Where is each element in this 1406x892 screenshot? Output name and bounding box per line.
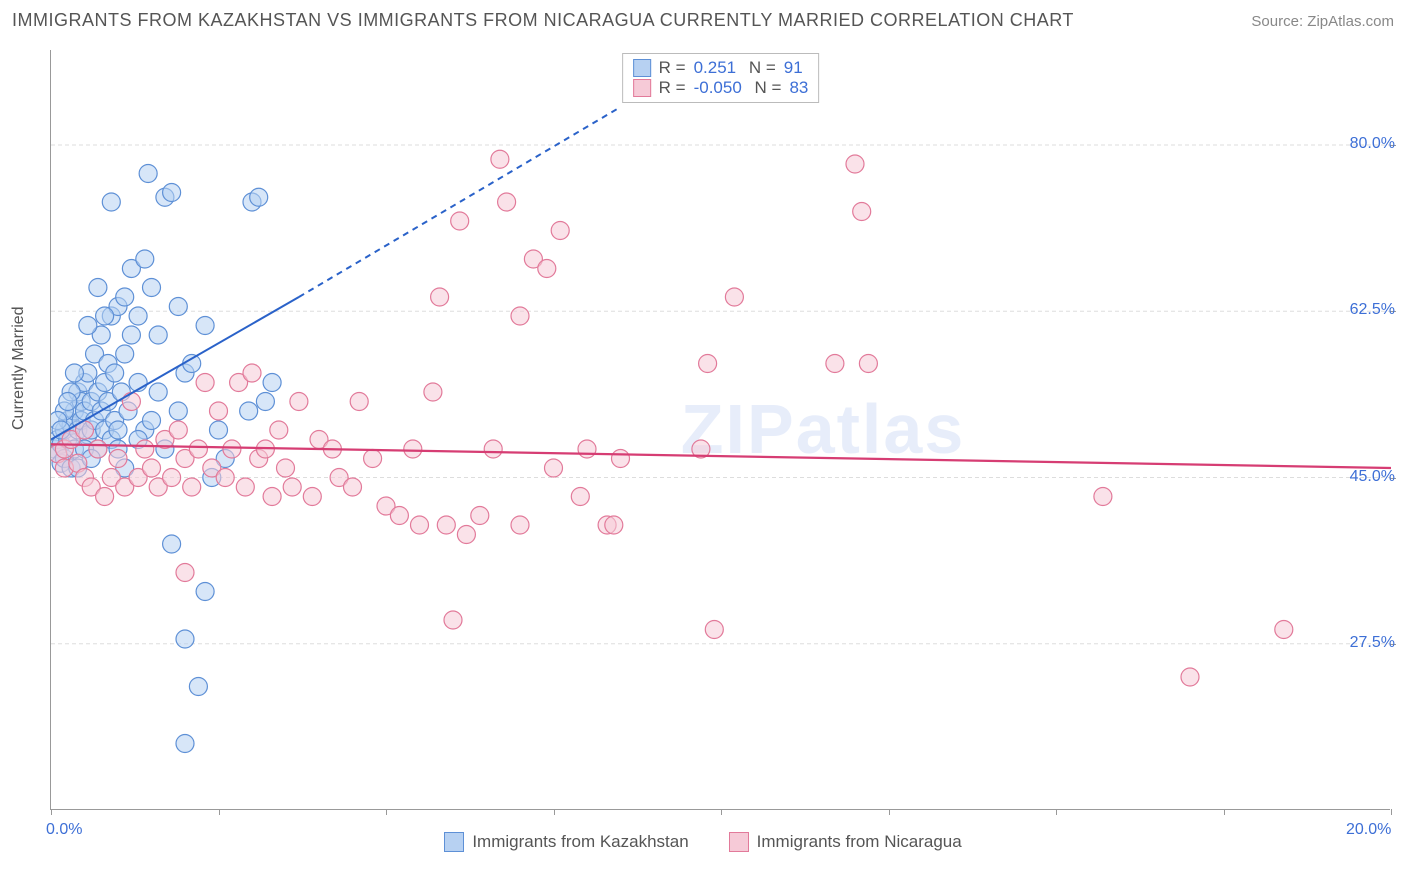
- legend-item-kazakhstan: Immigrants from Kazakhstan: [444, 832, 688, 852]
- plot-area: ZIPatlas R = 0.251 N = 91 R = -0.050 N =…: [50, 50, 1390, 810]
- y-tick-label: 80.0%: [1350, 135, 1395, 153]
- chart-source: Source: ZipAtlas.com: [1251, 13, 1394, 30]
- stats-r-label: R =: [659, 58, 686, 78]
- y-axis-title: Currently Married: [10, 306, 28, 430]
- swatch-nicaragua: [633, 79, 651, 97]
- stats-n-label: N =: [744, 58, 776, 78]
- legend-item-nicaragua: Immigrants from Nicaragua: [729, 832, 962, 852]
- stats-n-label: N =: [750, 78, 782, 98]
- swatch-kazakhstan: [633, 59, 651, 77]
- chart-header: IMMIGRANTS FROM KAZAKHSTAN VS IMMIGRANTS…: [12, 10, 1394, 31]
- legend-label-kz: Immigrants from Kazakhstan: [472, 832, 688, 852]
- scatter-svg: ZIPatlas: [51, 50, 1391, 810]
- stats-n-value-kz: 91: [784, 58, 803, 78]
- correlation-stats-box: R = 0.251 N = 91 R = -0.050 N = 83: [622, 53, 820, 103]
- stats-r-label: R =: [659, 78, 686, 98]
- legend-label-ni: Immigrants from Nicaragua: [757, 832, 962, 852]
- source-prefix: Source:: [1251, 13, 1307, 30]
- bottom-legend: Immigrants from Kazakhstan Immigrants fr…: [0, 832, 1406, 852]
- legend-swatch-nicaragua: [729, 832, 749, 852]
- chart-title: IMMIGRANTS FROM KAZAKHSTAN VS IMMIGRANTS…: [12, 10, 1074, 31]
- y-tick-label: 62.5%: [1350, 301, 1395, 319]
- stats-r-value-kz: 0.251: [694, 58, 737, 78]
- y-tick-label: 45.0%: [1350, 468, 1395, 486]
- legend-swatch-kazakhstan: [444, 832, 464, 852]
- y-tick-label: 27.5%: [1350, 634, 1395, 652]
- stats-n-value-ni: 83: [789, 78, 808, 98]
- stats-row-nicaragua: R = -0.050 N = 83: [633, 78, 809, 98]
- source-name: ZipAtlas.com: [1307, 13, 1394, 30]
- stats-row-kazakhstan: R = 0.251 N = 91: [633, 58, 809, 78]
- stats-r-value-ni: -0.050: [694, 78, 742, 98]
